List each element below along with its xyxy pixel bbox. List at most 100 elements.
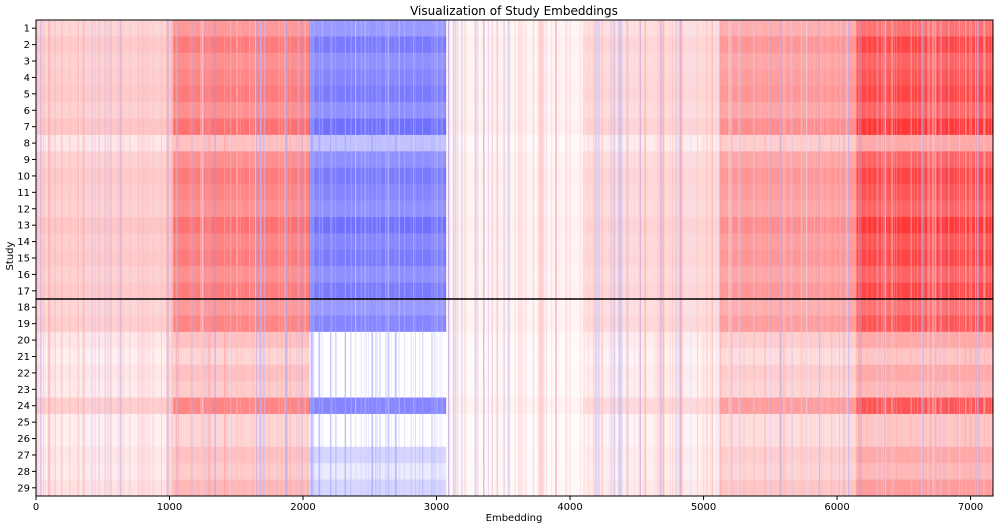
heatmap-cell-row-20-block-7: [856, 331, 994, 349]
heatmap-stripe: [830, 20, 833, 496]
heatmap-stripe: [525, 20, 527, 496]
heatmap-cell-row-23-block-2: [172, 381, 310, 399]
heatmap-stripe: [310, 20, 313, 496]
heatmap-cell-row-17-block-6: [719, 282, 857, 300]
heatmap-stripe: [844, 20, 846, 496]
heatmap-stripe: [107, 20, 109, 496]
heatmap-stripe: [477, 20, 479, 496]
heatmap-stripe: [613, 20, 616, 496]
heatmap-stripe: [167, 20, 169, 496]
heatmap-cell-row-6-block-4: [446, 102, 584, 119]
heatmap-stripe: [891, 20, 893, 496]
heatmap-stripe: [555, 20, 558, 496]
heatmap-cell-row-21-block-6: [719, 348, 857, 366]
heatmap-stripe: [436, 20, 438, 496]
heatmap-stripe: [388, 20, 390, 496]
heatmap-stripe: [449, 20, 451, 496]
heatmap-cell-row-7-block-4: [446, 118, 584, 136]
heatmap-cell-row-18-block-3: [309, 299, 447, 316]
heatmap-stripe: [375, 20, 376, 496]
heatmap-stripe: [355, 20, 357, 496]
chart-title: Visualization of Study Embeddings: [410, 4, 618, 18]
heatmap-stripe: [680, 20, 683, 496]
y-tick-label: 29: [17, 483, 30, 494]
heatmap-cell-row-16-block-5: [582, 266, 721, 284]
heatmap-cell-row-1-block-7: [856, 20, 994, 37]
heatmap-stripe: [855, 20, 857, 496]
heatmap-stripe: [461, 20, 463, 496]
heatmap-stripe: [379, 20, 381, 496]
heatmap-stripe: [958, 20, 961, 496]
heatmap-stripe: [871, 20, 873, 496]
heatmap-stripe: [969, 20, 971, 496]
heatmap-stripe: [231, 20, 233, 496]
heatmap-stripe: [463, 20, 465, 496]
heatmap-cell-row-19-block-3: [309, 315, 447, 333]
heatmap-cell-row-1-block-1: [36, 20, 174, 37]
heatmap-cell-row-7-block-1: [36, 118, 174, 136]
heatmap-cell-row-26-block-7: [856, 430, 994, 448]
heatmap-stripe: [518, 20, 519, 496]
heatmap-stripe: [129, 20, 131, 496]
heatmap-stripe: [507, 20, 509, 496]
y-tick-label: 15: [17, 254, 30, 265]
heatmap-stripe: [640, 20, 641, 496]
heatmap-stripe: [711, 20, 713, 496]
heatmap-stripe: [610, 20, 612, 496]
heatmap-stripe: [344, 20, 347, 496]
heatmap-cell-row-3-block-7: [856, 52, 994, 70]
heatmap-stripe: [395, 20, 397, 496]
heatmap-cell-row-28-block-6: [719, 463, 857, 481]
heatmap-stripe: [820, 20, 822, 496]
heatmap-stripe: [104, 20, 106, 496]
heatmap-cell-row-29-block-7: [856, 479, 994, 497]
heatmap-stripe: [730, 20, 732, 496]
heatmap-cell-row-6-block-5: [582, 102, 721, 119]
heatmap-stripe: [964, 20, 967, 496]
heatmap-cell-row-10-block-6: [719, 167, 857, 185]
heatmap-stripe: [634, 20, 635, 496]
heatmap-stripe: [77, 20, 79, 496]
y-tick-label: 28: [17, 467, 30, 478]
heatmap-stripe: [456, 20, 459, 496]
y-tick-label: 27: [17, 450, 30, 461]
heatmap-cell-row-9-block-4: [446, 151, 584, 169]
heatmap-cell-row-13-block-7: [856, 216, 994, 234]
heatmap-stripe: [964, 20, 966, 496]
heatmap-stripe: [752, 20, 755, 496]
heatmap-cell-row-8-block-4: [446, 134, 584, 152]
heatmap-stripe: [175, 20, 178, 496]
heatmap-stripe: [826, 20, 828, 496]
heatmap-stripe: [884, 20, 886, 496]
heatmap-cell-row-23-block-6: [719, 381, 857, 399]
heatmap-stripe: [296, 20, 297, 496]
heatmap-stripe: [496, 20, 498, 496]
heatmap-stripe: [702, 20, 704, 496]
heatmap-stripe: [706, 20, 708, 496]
heatmap-stripe: [539, 20, 542, 496]
heatmap-stripe: [643, 20, 645, 496]
heatmap-cell-row-13-block-1: [36, 216, 174, 234]
heatmap-cell-row-26-block-3: [309, 430, 447, 448]
heatmap-cell-row-8-block-5: [582, 134, 721, 152]
heatmap-stripe: [301, 20, 303, 496]
heatmap-stripe: [175, 20, 177, 496]
heatmap-cell-row-29-block-5: [582, 479, 721, 497]
heatmap-stripe: [311, 20, 313, 496]
heatmap-cell-row-13-block-5: [582, 216, 721, 234]
heatmap-stripe: [801, 20, 803, 496]
heatmap-stripe: [106, 20, 108, 496]
x-tick-label: 7000: [958, 502, 983, 513]
heatmap-cell-row-11-block-4: [446, 184, 584, 202]
heatmap-stripe: [255, 20, 257, 496]
heatmap-cell-row-8-block-7: [856, 134, 994, 152]
heatmap-stripe: [297, 20, 299, 496]
heatmap-stripe: [109, 20, 111, 496]
heatmap-stripe: [639, 20, 641, 496]
heatmap-cell-row-10-block-3: [309, 167, 447, 185]
heatmap-stripe: [142, 20, 144, 496]
y-tick-label: 10: [17, 171, 30, 182]
heatmap-stripe: [236, 20, 238, 496]
heatmap-stripe: [823, 20, 824, 496]
heatmap-cell-row-20-block-1: [36, 331, 174, 349]
